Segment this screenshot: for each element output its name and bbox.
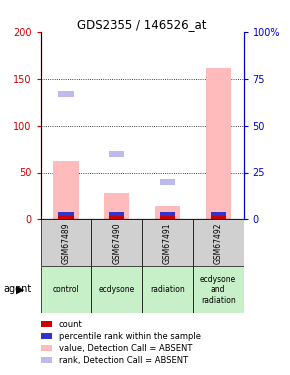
Bar — [160, 179, 175, 185]
Bar — [109, 216, 124, 219]
Bar — [58, 212, 74, 216]
Text: count: count — [59, 320, 83, 329]
Bar — [104, 193, 129, 219]
Bar — [142, 266, 193, 313]
Bar — [211, 212, 226, 216]
Bar — [206, 68, 231, 219]
Text: GSM67490: GSM67490 — [112, 222, 121, 264]
Text: percentile rank within the sample: percentile rank within the sample — [59, 332, 201, 341]
Bar — [91, 266, 142, 313]
Text: agent: agent — [3, 285, 31, 294]
Text: radiation: radiation — [150, 285, 185, 294]
Text: GSM67489: GSM67489 — [61, 222, 70, 264]
Bar — [53, 161, 79, 219]
Bar — [160, 212, 175, 216]
Text: rank, Detection Call = ABSENT: rank, Detection Call = ABSENT — [59, 356, 188, 365]
Text: ecdysone: ecdysone — [99, 285, 135, 294]
Title: GDS2355 / 146526_at: GDS2355 / 146526_at — [77, 18, 207, 31]
Bar — [211, 216, 226, 219]
Text: GSM67492: GSM67492 — [214, 222, 223, 264]
Text: ▶: ▶ — [16, 285, 24, 294]
Text: ecdysone
and
radiation: ecdysone and radiation — [200, 275, 236, 304]
Bar — [160, 216, 175, 219]
Bar — [142, 219, 193, 266]
Bar — [155, 206, 180, 219]
Text: GSM67491: GSM67491 — [163, 222, 172, 264]
Bar — [41, 266, 91, 313]
Bar — [193, 266, 244, 313]
Bar — [58, 91, 74, 97]
Text: value, Detection Call = ABSENT: value, Detection Call = ABSENT — [59, 344, 192, 353]
Bar — [41, 219, 91, 266]
Bar — [193, 219, 244, 266]
Bar — [109, 151, 124, 157]
Text: control: control — [52, 285, 79, 294]
Bar — [58, 216, 74, 219]
Bar — [109, 212, 124, 216]
Bar — [91, 219, 142, 266]
